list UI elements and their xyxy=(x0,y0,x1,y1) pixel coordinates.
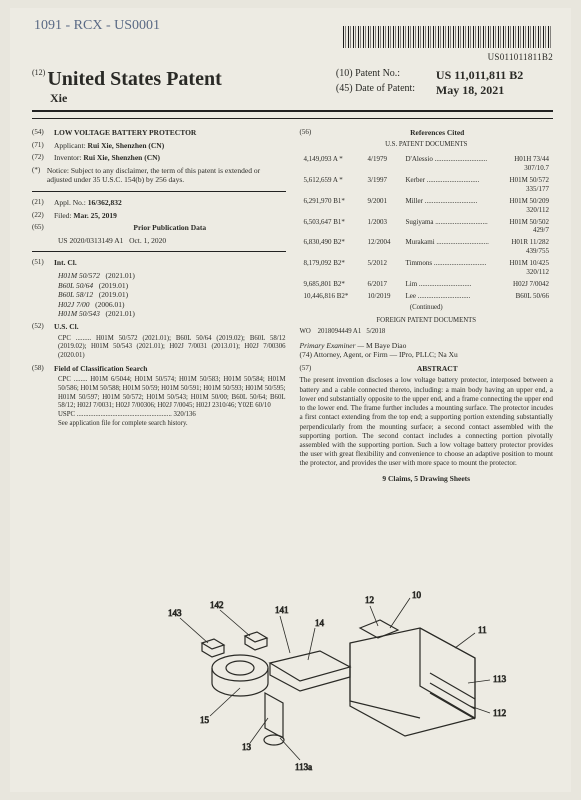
tag-58: (58) xyxy=(32,364,54,374)
tag-22: (22) xyxy=(32,211,54,221)
tag-54: (54) xyxy=(32,128,54,138)
patent-header: (12) United States Patent Xie (10) Paten… xyxy=(32,68,553,112)
title-54: LOW VOLTAGE BATTERY PROTECTOR xyxy=(54,128,196,138)
patent-no: US 11,011,811 B2 xyxy=(436,68,523,83)
us-refs-head: U.S. PATENT DOCUMENTS xyxy=(300,141,554,150)
lbl-14: 14 xyxy=(315,618,325,628)
inventor: Inventor: Rui Xie, Shenzhen (CN) xyxy=(54,153,160,163)
barcode-block: US011011811B2 xyxy=(343,26,553,62)
header-sup: (12) xyxy=(32,68,45,77)
notice: Notice: Subject to any disclaimer, the t… xyxy=(47,166,286,185)
lbl-13: 13 xyxy=(242,742,252,752)
header-title: United States Patent xyxy=(47,68,221,90)
tag-71: (71) xyxy=(32,141,54,151)
intcl-head: Int. Cl. xyxy=(54,258,77,268)
lbl-11: 11 xyxy=(478,625,487,635)
barcode-text: US011011811B2 xyxy=(343,52,553,62)
refs-head: References Cited xyxy=(322,128,554,138)
tag-65: (65) xyxy=(32,223,54,233)
foreign-head: FOREIGN PATENT DOCUMENTS xyxy=(300,317,554,326)
tag-notice: (*) xyxy=(32,166,47,185)
lbl-141: 141 xyxy=(275,605,289,615)
patent-date-label: (45) Date of Patent: xyxy=(336,83,436,98)
abstract-text: The present invention discloses a low vo… xyxy=(300,376,554,468)
prior-pub: US 2020/0313149 A1 Oct. 1, 2020 xyxy=(58,236,286,246)
intcl-list: H01M 50/572 (2021.01)B60L 50/64 (2019.01… xyxy=(58,271,286,319)
filed: Filed: Mar. 25, 2019 xyxy=(54,211,117,221)
fcs-head: Field of Classification Search xyxy=(54,364,147,374)
appl-no: Appl. No.: 16/362,832 xyxy=(54,198,122,208)
patent-date: May 18, 2021 xyxy=(436,83,504,98)
us-refs-table: 4,149,093 A *4/1979D'AlessioH01H 73/4430… xyxy=(300,152,554,303)
right-column: (56)References Cited U.S. PATENT DOCUMEN… xyxy=(300,125,554,483)
lbl-113: 113 xyxy=(493,674,507,684)
examiner: Primary Examiner — M Baye Diao xyxy=(300,341,554,351)
uscl-head: U.S. Cl. xyxy=(54,322,79,332)
seefile: See application file for complete search… xyxy=(58,420,286,429)
abstract-head: ABSTRACT xyxy=(322,364,554,374)
patent-drawing: 12 10 143 142 141 14 11 113 112 15 13 11… xyxy=(90,588,530,778)
lbl-15: 15 xyxy=(200,715,210,725)
applicant: Applicant: Rui Xie, Shenzhen (CN) xyxy=(54,141,164,151)
uspc: USPC ...................................… xyxy=(58,411,286,420)
patent-no-label: (10) Patent No.: xyxy=(336,68,436,83)
handwritten-note: 1091 - RCX - US0001 xyxy=(34,18,160,34)
left-column: (54)LOW VOLTAGE BATTERY PROTECTOR (71)Ap… xyxy=(32,125,286,483)
lbl-10: 10 xyxy=(412,590,422,600)
prior-pub-head: Prior Publication Data xyxy=(54,223,286,233)
lbl-12: 12 xyxy=(365,595,374,605)
lbl-113a: 113a xyxy=(295,762,312,772)
body-columns: (54)LOW VOLTAGE BATTERY PROTECTOR (71)Ap… xyxy=(32,125,553,483)
attorney: (74) Attorney, Agent, or Firm — IPro, PL… xyxy=(300,350,554,360)
tag-56: (56) xyxy=(300,128,322,138)
barcode xyxy=(343,26,553,48)
tag-51: (51) xyxy=(32,258,54,268)
tag-21: (21) xyxy=(32,198,54,208)
fcs-cpc: CPC ........ H01M 6/5044; H01M 50/574; H… xyxy=(58,376,286,411)
tag-52: (52) xyxy=(32,322,54,332)
tag-57: (57) xyxy=(300,364,322,374)
lbl-143: 143 xyxy=(168,608,182,618)
foreign-ref: WO 2018094449 A1 5/2018 xyxy=(300,328,554,337)
tag-72: (72) xyxy=(32,153,54,163)
cpc-text: CPC ......... H01M 50/572 (2021.01); B60… xyxy=(58,335,286,361)
continued: (Continued) xyxy=(300,304,554,313)
lbl-112: 112 xyxy=(493,708,506,718)
claims-line: 9 Claims, 5 Drawing Sheets xyxy=(300,474,554,484)
lbl-142: 142 xyxy=(210,600,224,610)
header-inventor: Xie xyxy=(50,91,336,106)
